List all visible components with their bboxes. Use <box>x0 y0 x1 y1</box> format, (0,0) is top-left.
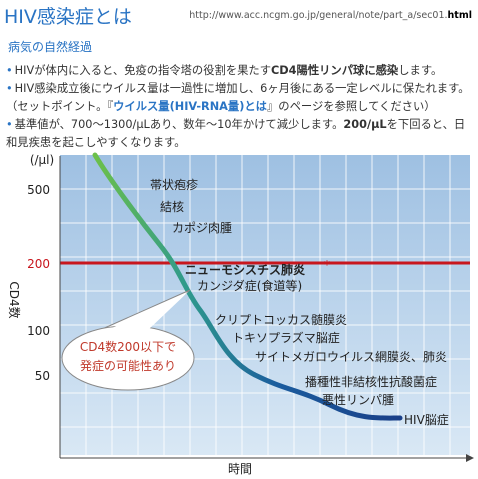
y-unit: (/μl) <box>30 153 54 167</box>
link[interactable]: ウイルス量(HIV-RNA量)とは <box>113 100 267 113</box>
bullet: HIV感染成立後にウイルス量は一過性に増加し、6ヶ月後にある一定レベルに保たれま… <box>6 80 472 116</box>
bullet-text: CD4陽性リンパ球に感染 <box>271 64 399 77</box>
x-arrow <box>466 454 474 462</box>
disease: 播種性非結核性抗酸菌症 <box>305 374 437 389</box>
callout-join <box>112 292 188 330</box>
disease: ニューモシスチス肺炎 <box>185 262 305 277</box>
bullet-text: 基準値が、700〜1300/μLあり、数年〜10年かけて減少します。 <box>14 118 344 131</box>
disease: サイトメガロウイルス網膜炎、肺炎 <box>255 350 447 364</box>
y-label: 50 <box>35 369 50 383</box>
disease: 帯状疱疹 <box>150 177 198 192</box>
page-title: HIV感染症とは <box>4 6 132 28</box>
disease: HIV脳症 <box>404 412 449 427</box>
disease: カポジ肉腫 <box>172 221 232 235</box>
bullet-text: 』のページを参照してください） <box>266 100 436 113</box>
disease: 悪性リンパ腫 <box>322 393 394 407</box>
url-ext: html <box>447 10 472 21</box>
cd4-curve <box>92 152 403 421</box>
url[interactable]: http://www.acc.ncgm.go.jp/general/note/p… <box>189 10 472 21</box>
bullet: HIVが体内に入ると、免疫の指令塔の役割を果たすCD4陽性リンパ球に感染します。 <box>6 62 472 80</box>
plot-bg <box>60 155 470 455</box>
bullet: 基準値が、700〜1300/μLあり、数年〜10年かけて減少します。200/μL… <box>6 116 472 152</box>
bullet-list: HIVが体内に入ると、免疫の指令塔の役割を果たすCD4陽性リンパ球に感染します。… <box>6 62 472 152</box>
figure: (/μl) CD4数 時間 500 200 100 50 帯状疱疹 結核 カポジ… <box>7 152 474 476</box>
bullet-text: を下回ると、日和見疾患を起こしやすくなります。 <box>6 118 466 149</box>
bullet-text: HIVが体内に入ると、免疫の指令塔の役割を果たす <box>14 64 272 77</box>
bullet-text: 200/μL <box>343 118 387 131</box>
section-title: 病気の自然経過 <box>8 40 93 54</box>
callout-text: CD4数200以下で <box>80 339 176 354</box>
y-label: 500 <box>27 183 50 197</box>
bullet-text: HIV感染成立後にウイルス量は一過性に増加し、6ヶ月後にある一定レベルに保たれま… <box>6 82 470 113</box>
x-title: 時間 <box>228 462 252 476</box>
callout-text: 発症の可能性あり <box>80 358 176 373</box>
asterisk: * <box>324 258 330 272</box>
disease: カンジダ症(食道等) <box>197 278 302 293</box>
disease: トキソプラズマ脳症 <box>232 330 340 345</box>
y-title: CD4数 <box>7 281 22 318</box>
url-base: http://www.acc.ncgm.go.jp/general/note/p… <box>189 10 448 21</box>
y-label: 200 <box>27 257 50 271</box>
disease: クリプトコッカス髄膜炎 <box>215 312 347 327</box>
y-label: 100 <box>27 324 50 338</box>
disease: 結核 <box>160 200 184 214</box>
bullet-text: します。 <box>398 64 443 77</box>
grid <box>60 155 470 455</box>
callout <box>61 325 195 391</box>
